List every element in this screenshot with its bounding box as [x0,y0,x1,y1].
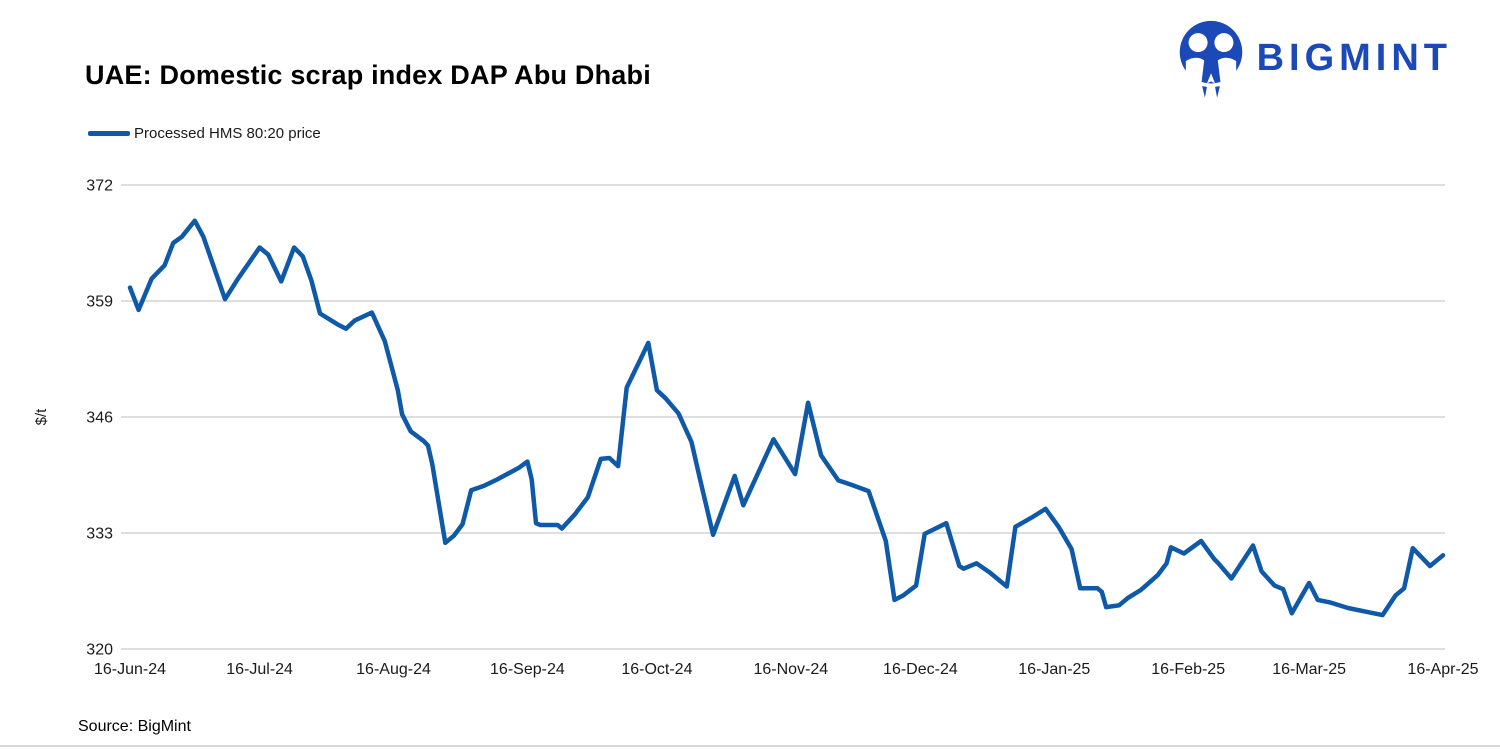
x-axis-tick-label: 16-Jan-25 [1018,661,1090,678]
x-axis-tick-label: 16-Dec-24 [883,661,958,678]
y-axis-tick-label: 372 [86,178,113,195]
price-line-series [127,218,1446,618]
legend-label: Processed HMS 80:20 price [134,124,321,142]
legend-line-swatch [88,130,130,136]
x-axis-tick-label: 16-Nov-24 [753,661,828,678]
x-axis-tick-label: 16-Sep-24 [490,661,565,678]
y-axis-tick-label: 359 [86,294,113,311]
y-axis-tick-label: 320 [86,642,113,659]
source-note: Source: BigMint [78,718,191,735]
x-axis-tick-label: 16-Oct-24 [621,661,692,678]
bigmint-logo-text: BIGMINT [1256,36,1452,79]
bigmint-logo: BIGMINT [1177,20,1452,102]
x-axis-tick-label: 16-Aug-24 [356,661,431,678]
bigmint-logo-icon [1179,20,1242,98]
y-axis-title: $/t [33,408,50,426]
x-axis-tick-label: 16-Feb-25 [1151,661,1225,678]
y-axis-tick-label: 346 [86,410,113,427]
legend: Processed HMS 80:20 price [88,124,321,142]
x-axis-tick-label: 16-Apr-25 [1407,661,1478,678]
x-axis-tick-label: 16-Jun-24 [94,661,166,678]
y-axis-tick-label: 333 [86,526,113,543]
x-axis-tick-label: 16-Mar-25 [1272,661,1346,678]
bottom-divider [0,745,1500,747]
x-axis-tick-label: 16-Jul-24 [226,661,293,678]
chart-title: UAE: Domestic scrap index DAP Abu Dhabi [85,60,651,90]
